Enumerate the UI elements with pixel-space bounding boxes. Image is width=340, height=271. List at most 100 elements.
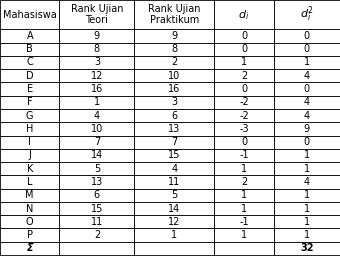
- Bar: [0, 242, 59, 255]
- Text: G: G: [26, 111, 34, 121]
- Bar: [214, 136, 274, 149]
- Bar: [0, 82, 59, 96]
- Text: 1: 1: [94, 97, 100, 107]
- Bar: [59, 189, 134, 202]
- Text: 14: 14: [168, 204, 181, 214]
- Text: 1: 1: [241, 204, 247, 214]
- Bar: [274, 202, 340, 215]
- Text: -2: -2: [239, 97, 249, 107]
- Text: 12: 12: [91, 71, 103, 81]
- Bar: [134, 202, 214, 215]
- Text: 1: 1: [304, 150, 310, 160]
- Bar: [59, 175, 134, 189]
- Bar: [0, 56, 59, 69]
- Bar: [214, 96, 274, 109]
- Bar: [59, 0, 134, 29]
- Text: 2: 2: [171, 57, 177, 67]
- Bar: [214, 69, 274, 82]
- Text: H: H: [26, 124, 33, 134]
- Bar: [0, 175, 59, 189]
- Text: 15: 15: [91, 204, 103, 214]
- Text: 9: 9: [304, 124, 310, 134]
- Text: 1: 1: [241, 230, 247, 240]
- Text: 7: 7: [171, 137, 177, 147]
- Bar: [214, 162, 274, 175]
- Bar: [59, 228, 134, 242]
- Text: Rank Ujian
Teori: Rank Ujian Teori: [71, 4, 123, 25]
- Text: 11: 11: [168, 177, 181, 187]
- Bar: [134, 189, 214, 202]
- Text: 14: 14: [91, 150, 103, 160]
- Bar: [59, 215, 134, 228]
- Bar: [59, 56, 134, 69]
- Text: 1: 1: [304, 217, 310, 227]
- Text: 7: 7: [94, 137, 100, 147]
- Bar: [274, 43, 340, 56]
- Text: 13: 13: [91, 177, 103, 187]
- Text: Rank Ujian
Praktikum: Rank Ujian Praktikum: [148, 4, 201, 25]
- Text: 1: 1: [304, 190, 310, 200]
- Text: 2: 2: [241, 71, 247, 81]
- Bar: [0, 109, 59, 122]
- Text: 6: 6: [94, 190, 100, 200]
- Text: 0: 0: [304, 31, 310, 41]
- Bar: [274, 228, 340, 242]
- Text: 10: 10: [168, 71, 181, 81]
- Bar: [134, 82, 214, 96]
- Bar: [59, 43, 134, 56]
- Text: 10: 10: [91, 124, 103, 134]
- Text: 1: 1: [171, 230, 177, 240]
- Text: 1: 1: [304, 164, 310, 174]
- Text: 1: 1: [304, 57, 310, 67]
- Bar: [214, 228, 274, 242]
- Bar: [274, 162, 340, 175]
- Text: 0: 0: [241, 137, 247, 147]
- Bar: [0, 96, 59, 109]
- Text: 2: 2: [94, 230, 100, 240]
- Bar: [214, 202, 274, 215]
- Bar: [134, 136, 214, 149]
- Text: 32: 32: [300, 243, 313, 253]
- Text: 9: 9: [171, 31, 177, 41]
- Text: I: I: [28, 137, 31, 147]
- Text: 5: 5: [94, 164, 100, 174]
- Bar: [59, 242, 134, 255]
- Bar: [0, 228, 59, 242]
- Text: L: L: [27, 177, 33, 187]
- Text: 1: 1: [241, 164, 247, 174]
- Bar: [59, 136, 134, 149]
- Text: 0: 0: [241, 44, 247, 54]
- Text: -3: -3: [239, 124, 249, 134]
- Bar: [134, 43, 214, 56]
- Text: 4: 4: [304, 177, 310, 187]
- Text: 1: 1: [304, 230, 310, 240]
- Text: 4: 4: [304, 71, 310, 81]
- Bar: [214, 56, 274, 69]
- Bar: [134, 109, 214, 122]
- Bar: [134, 29, 214, 43]
- Text: 4: 4: [171, 164, 177, 174]
- Bar: [134, 96, 214, 109]
- Bar: [0, 149, 59, 162]
- Bar: [274, 215, 340, 228]
- Text: Σ: Σ: [27, 243, 33, 253]
- Text: $d_i^2$: $d_i^2$: [300, 5, 314, 24]
- Text: -2: -2: [239, 111, 249, 121]
- Text: 11: 11: [91, 217, 103, 227]
- Bar: [274, 122, 340, 136]
- Text: 4: 4: [304, 97, 310, 107]
- Text: 5: 5: [171, 190, 177, 200]
- Bar: [134, 0, 214, 29]
- Bar: [59, 109, 134, 122]
- Text: 15: 15: [168, 150, 181, 160]
- Text: 3: 3: [94, 57, 100, 67]
- Text: 0: 0: [304, 84, 310, 94]
- Bar: [134, 56, 214, 69]
- Bar: [134, 162, 214, 175]
- Bar: [0, 202, 59, 215]
- Text: 16: 16: [168, 84, 181, 94]
- Bar: [274, 149, 340, 162]
- Bar: [59, 96, 134, 109]
- Bar: [134, 149, 214, 162]
- Bar: [0, 43, 59, 56]
